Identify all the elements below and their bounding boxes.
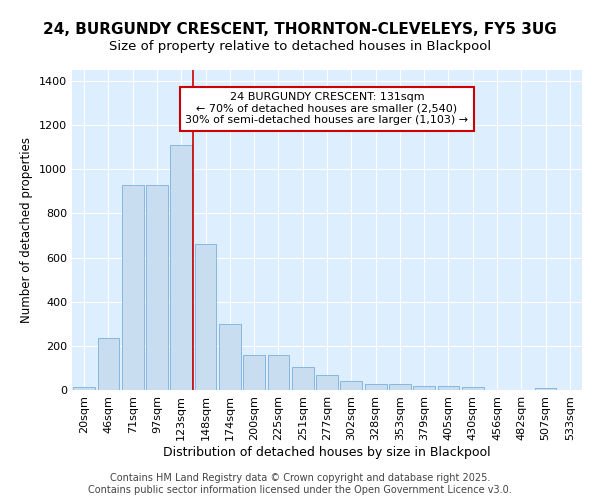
Bar <box>219 324 241 390</box>
Bar <box>268 354 289 390</box>
Y-axis label: Number of detached properties: Number of detached properties <box>20 137 34 323</box>
Bar <box>97 338 119 390</box>
Text: Size of property relative to detached houses in Blackpool: Size of property relative to detached ho… <box>109 40 491 53</box>
Bar <box>389 384 411 390</box>
Bar <box>365 384 386 390</box>
Bar <box>437 386 460 390</box>
Bar <box>122 185 143 390</box>
Text: 24 BURGUNDY CRESCENT: 131sqm
← 70% of detached houses are smaller (2,540)
30% of: 24 BURGUNDY CRESCENT: 131sqm ← 70% of de… <box>185 92 469 126</box>
Bar <box>340 381 362 390</box>
Bar <box>292 367 314 390</box>
Bar <box>146 185 168 390</box>
Bar <box>170 145 192 390</box>
Bar <box>316 374 338 390</box>
Bar <box>73 386 95 390</box>
Bar <box>243 354 265 390</box>
X-axis label: Distribution of detached houses by size in Blackpool: Distribution of detached houses by size … <box>163 446 491 458</box>
Bar <box>462 386 484 390</box>
Text: 24, BURGUNDY CRESCENT, THORNTON-CLEVELEYS, FY5 3UG: 24, BURGUNDY CRESCENT, THORNTON-CLEVELEY… <box>43 22 557 38</box>
Text: Contains HM Land Registry data © Crown copyright and database right 2025.
Contai: Contains HM Land Registry data © Crown c… <box>88 474 512 495</box>
Bar <box>535 388 556 390</box>
Bar <box>194 244 217 390</box>
Bar <box>413 386 435 390</box>
